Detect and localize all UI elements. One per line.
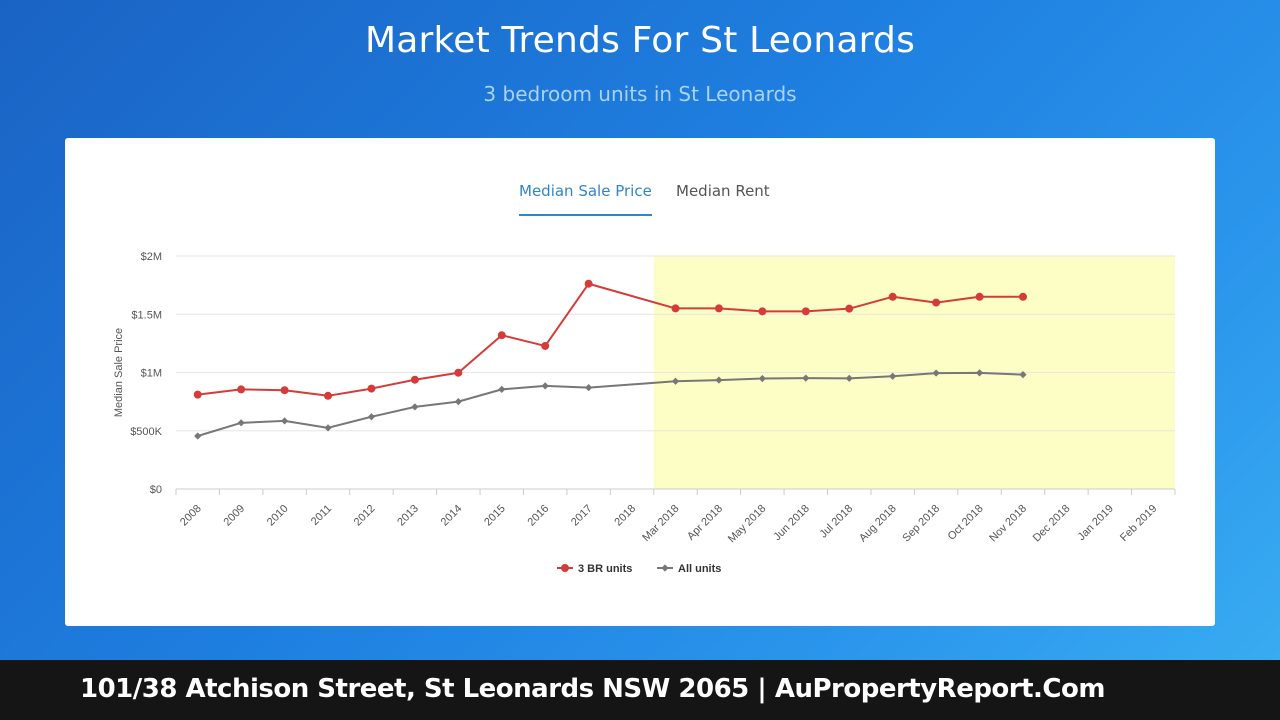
x-tick-label: 2016 — [526, 503, 552, 529]
x-tick-label: 2008 — [178, 503, 204, 529]
tab-median-rent[interactable]: Median Rent — [676, 182, 770, 200]
data-point-3br — [237, 385, 246, 394]
data-point-3br — [714, 304, 723, 313]
data-point-3br — [845, 304, 854, 313]
tab-median-sale-price[interactable]: Median Sale Price — [519, 182, 652, 216]
data-point-all-units — [975, 369, 984, 377]
data-point-all-units — [585, 384, 593, 392]
data-point-3br — [888, 292, 897, 301]
chart-card: Median Sale Price Median Rent $0 $500K $1M… — [65, 138, 1215, 626]
data-point-3br — [410, 375, 419, 384]
y-tick-label: $0 — [150, 484, 162, 496]
x-tick-label: Jun 2018 — [771, 503, 811, 543]
legend-label: All units — [678, 563, 721, 575]
data-point-all-units — [541, 382, 549, 390]
line-chart: $0 $500K $1M $1.5M $2M 2008 2009 2010 2011 2012 20… — [113, 251, 1176, 575]
data-point-3br — [801, 307, 810, 316]
x-tick-label: 2013 — [395, 503, 421, 529]
x-tick-label: 2017 — [569, 503, 595, 529]
data-point-all-units — [671, 377, 680, 385]
x-tick-label: Jan 2019 — [1075, 503, 1115, 543]
x-tick-label: Sep 2018 — [900, 503, 942, 545]
data-point-all-units — [367, 413, 376, 421]
x-tick-label: Feb 2019 — [1118, 503, 1159, 544]
data-point-3br — [324, 391, 333, 400]
legend-marker — [661, 564, 669, 572]
x-tick-label: Nov 2018 — [987, 503, 1029, 545]
legend-marker — [561, 564, 569, 572]
data-point-all-units — [1019, 370, 1027, 379]
data-point-3br — [367, 384, 376, 393]
data-point-3br — [671, 304, 680, 313]
data-point-all-units — [237, 419, 245, 427]
footer-bar: 101/38 Atchison Street, St Leonards NSW … — [0, 660, 1280, 720]
page-title: Market Trends For St Leonards — [364, 20, 916, 61]
data-point-3br — [454, 368, 463, 377]
data-point-all-units — [758, 374, 766, 383]
data-point-all-units — [324, 424, 332, 432]
data-point-all-units — [498, 385, 506, 393]
x-tick-label: Dec 2018 — [1031, 503, 1073, 545]
x-tick-label: 2014 — [439, 503, 465, 529]
y-tick-label: $1.5M — [131, 309, 162, 321]
x-tick-label: 2015 — [482, 503, 508, 529]
x-tick-label: Mar 2018 — [640, 503, 681, 544]
y-tick-label: $500K — [130, 426, 162, 438]
x-tick-label: Aug 2018 — [857, 503, 899, 545]
data-point-all-units — [194, 432, 202, 440]
x-tick-label: 2012 — [352, 503, 378, 529]
data-point-3br — [758, 307, 767, 316]
data-point-3br — [1018, 292, 1027, 301]
data-point-all-units — [411, 403, 419, 411]
legend-item-all-units: All units — [657, 563, 721, 575]
y-axis-title: Median Sale Price — [113, 328, 125, 417]
legend-item-3br-units: 3 BR units — [557, 563, 632, 575]
data-point-3br — [497, 331, 506, 340]
data-point-all-units — [715, 376, 723, 384]
data-point-3br — [280, 386, 289, 395]
legend-label: 3 BR units — [578, 563, 632, 575]
y-tick-label: $2M — [141, 251, 162, 263]
data-point-all-units — [280, 417, 289, 425]
x-tick-label: 2010 — [265, 503, 291, 529]
data-point-3br — [932, 298, 941, 307]
page-subtitle: 3 bedroom units in St Leonards — [483, 82, 797, 106]
x-tick-label: 2018 — [612, 503, 638, 529]
x-tick-label: 2009 — [221, 503, 247, 529]
x-tick-label: Jul 2018 — [817, 503, 855, 541]
data-point-all-units — [845, 374, 853, 382]
x-tick-label: 2011 — [309, 503, 334, 528]
data-point-3br — [541, 341, 550, 350]
data-point-3br — [975, 292, 984, 301]
x-tick-label: Apr 2018 — [685, 503, 725, 543]
data-point-3br — [193, 390, 202, 399]
x-tick-label: Oct 2018 — [946, 503, 986, 543]
y-tick-label: $1M — [141, 368, 162, 380]
data-point-all-units — [454, 398, 462, 406]
x-tick-label: May 2018 — [726, 503, 769, 546]
data-point-3br — [584, 279, 593, 288]
footer-address: 101/38 Atchison Street, St Leonards NSW … — [80, 674, 1105, 704]
